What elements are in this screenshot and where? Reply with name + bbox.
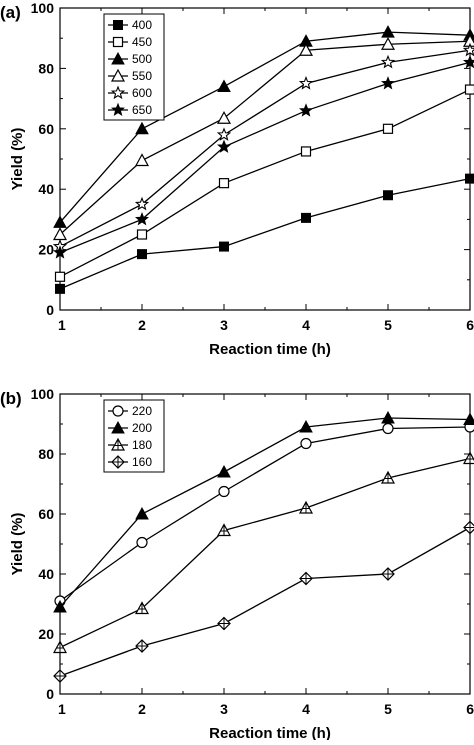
x-tick-label: 6 (466, 701, 474, 717)
data-point (56, 284, 65, 293)
data-point (56, 272, 65, 281)
legend-label: 550 (132, 69, 152, 83)
y-axis-title: Yield (%) (9, 513, 26, 576)
y-tick-label: 20 (38, 626, 54, 642)
legend-marker (114, 21, 123, 30)
series-180 (54, 453, 474, 653)
data-point (300, 105, 311, 116)
data-point (300, 502, 312, 513)
x-tick-label: 4 (302, 701, 310, 717)
series-line (60, 459, 470, 648)
series-line (60, 179, 470, 289)
data-point (136, 198, 147, 209)
chart-panel-a: (a) 0 20 40 60 80 100 1 2 3 4 5 6 Reaction time (h) Yi… (0, 0, 474, 358)
data-point (136, 640, 148, 652)
legend-label: 400 (132, 18, 152, 32)
x-tick-label: 3 (220, 701, 228, 717)
y-tick-label: 0 (46, 686, 54, 702)
series-line (60, 528, 470, 677)
data-point (382, 78, 393, 89)
data-point (218, 618, 230, 630)
data-point (136, 508, 148, 519)
x-tick-label: 3 (220, 317, 228, 333)
data-point (382, 26, 394, 37)
y-axis-title: Yield (%) (9, 128, 26, 191)
y-tick-label: 60 (38, 121, 54, 137)
data-point (138, 250, 147, 259)
data-point (466, 174, 474, 183)
x-tick-label: 1 (58, 317, 66, 333)
data-point (218, 466, 230, 477)
legend-label: 500 (132, 52, 152, 66)
legend-label: 220 (132, 404, 152, 418)
legend: 220 200 180 160 (104, 400, 164, 472)
legend-marker (114, 38, 123, 47)
data-point (464, 522, 474, 534)
x-tick-label: 1 (58, 701, 66, 717)
data-point (384, 124, 393, 133)
legend: 400 450 500 550 600 650 (104, 14, 164, 120)
y-tick-label: 40 (38, 181, 54, 197)
data-point (219, 487, 229, 497)
data-point (137, 538, 147, 548)
y-tick-label: 0 (46, 302, 54, 318)
data-point (138, 230, 147, 239)
legend-label: 200 (132, 421, 152, 435)
x-tick-label: 5 (384, 317, 392, 333)
y-tick-label: 100 (31, 0, 55, 16)
data-point (302, 213, 311, 222)
data-point (54, 670, 66, 682)
y-tick-label: 40 (38, 566, 54, 582)
y-tick-label: 80 (38, 446, 54, 462)
data-point (466, 85, 474, 94)
x-tick-label: 2 (138, 317, 146, 333)
legend-label: 450 (132, 35, 152, 49)
chart-panel-b: (b) 0 20 40 60 80 100 1 2 3 4 5 6 Reaction time (h) Yi… (0, 386, 474, 740)
x-tick-label: 6 (466, 317, 474, 333)
y-tick-label: 80 (38, 60, 54, 76)
x-axis-title: Reaction time (h) (209, 341, 331, 358)
x-tick-label: 2 (138, 701, 146, 717)
y-tick-label: 60 (38, 506, 54, 522)
data-point (136, 123, 148, 134)
data-point (382, 56, 393, 67)
series-400 (56, 174, 474, 293)
data-point (301, 439, 311, 449)
data-point (54, 642, 66, 653)
data-point (382, 568, 394, 580)
x-tick-label: 4 (302, 317, 310, 333)
x-axis-title: Reaction time (h) (209, 725, 331, 740)
data-point (383, 424, 393, 434)
series-160 (54, 522, 474, 683)
panel-label: (b) (0, 389, 22, 408)
data-point (220, 242, 229, 251)
legend-label: 600 (132, 86, 152, 100)
data-point (302, 147, 311, 156)
panel-label: (a) (0, 3, 21, 22)
data-point (218, 81, 230, 92)
data-point (464, 56, 474, 67)
legend-label: 180 (132, 438, 152, 452)
legend-label: 650 (132, 103, 152, 117)
y-tick-label: 100 (31, 386, 55, 402)
legend-marker (113, 406, 123, 416)
data-point (300, 573, 312, 585)
data-point (384, 191, 393, 200)
data-point (218, 112, 230, 123)
x-tick-label: 5 (384, 701, 392, 717)
y-tick-label: 20 (38, 242, 54, 258)
data-point (136, 155, 148, 166)
data-point (220, 179, 229, 188)
legend-label: 160 (132, 455, 152, 469)
